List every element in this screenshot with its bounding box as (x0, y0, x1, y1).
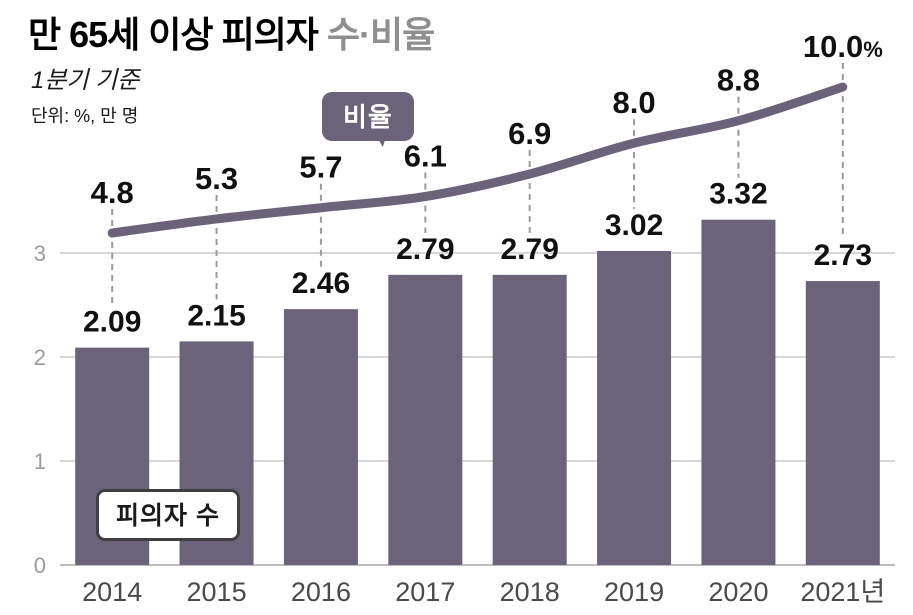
ratio-value-label: 6.1 (404, 139, 447, 174)
bar (283, 309, 358, 565)
ratio-value-label: 8.0 (613, 85, 656, 120)
x-axis-label: 2016 (291, 577, 351, 607)
bar-value-label: 3.02 (605, 209, 663, 242)
ratio-value-label: 8.8 (717, 63, 760, 98)
bar (492, 274, 567, 565)
bar-value-label: 2.15 (187, 299, 245, 332)
unit-note: 단위: %, 만 명 (31, 106, 139, 126)
title-sub: 수·비율 (317, 14, 435, 55)
x-axis-label: 2014 (82, 577, 142, 607)
ratio-value-label: 5.7 (299, 150, 342, 185)
bar-value-label: 2.73 (814, 239, 872, 272)
ratio-value-label: 4.8 (91, 175, 134, 210)
x-axis-label: 2015 (187, 577, 247, 607)
suspect-count-series-badge: 피의자 수 (96, 489, 240, 541)
x-axis-label: 2019 (604, 577, 664, 607)
y-axis-label: 3 (34, 241, 46, 266)
bar (597, 250, 672, 566)
ratio-value-label: 6.9 (508, 116, 551, 151)
x-axis-label: 2020 (708, 577, 768, 607)
x-axis-label: 2018 (500, 577, 560, 607)
chart-subtitle: 1분기 기준 (31, 67, 140, 94)
bar (805, 281, 880, 565)
bar-value-label: 2.46 (292, 267, 350, 300)
y-axis-label: 1 (34, 449, 46, 474)
title-main: 만 65세 이상 피의자 (28, 14, 319, 55)
x-axis-label: 2017 (395, 577, 455, 607)
ratio-line (107, 82, 848, 238)
bar (388, 274, 463, 565)
bar-value-label: 2.79 (500, 233, 558, 266)
y-axis-label: 0 (34, 553, 46, 578)
bar (701, 219, 776, 565)
y-axis-label: 2 (34, 345, 46, 370)
ratio-series-badge: 비율 (322, 92, 414, 141)
ratio-value-label: 5.3 (195, 161, 238, 196)
page-title: 만 65세 이상 피의자 수·비율 (28, 6, 435, 58)
bar-value-label: 2.09 (83, 306, 141, 339)
ratio-value-label: 10.0% (803, 29, 883, 64)
bar-value-label: 2.79 (396, 233, 454, 266)
x-axis-label: 2021년 (800, 577, 885, 607)
bar-value-label: 3.32 (709, 178, 767, 211)
